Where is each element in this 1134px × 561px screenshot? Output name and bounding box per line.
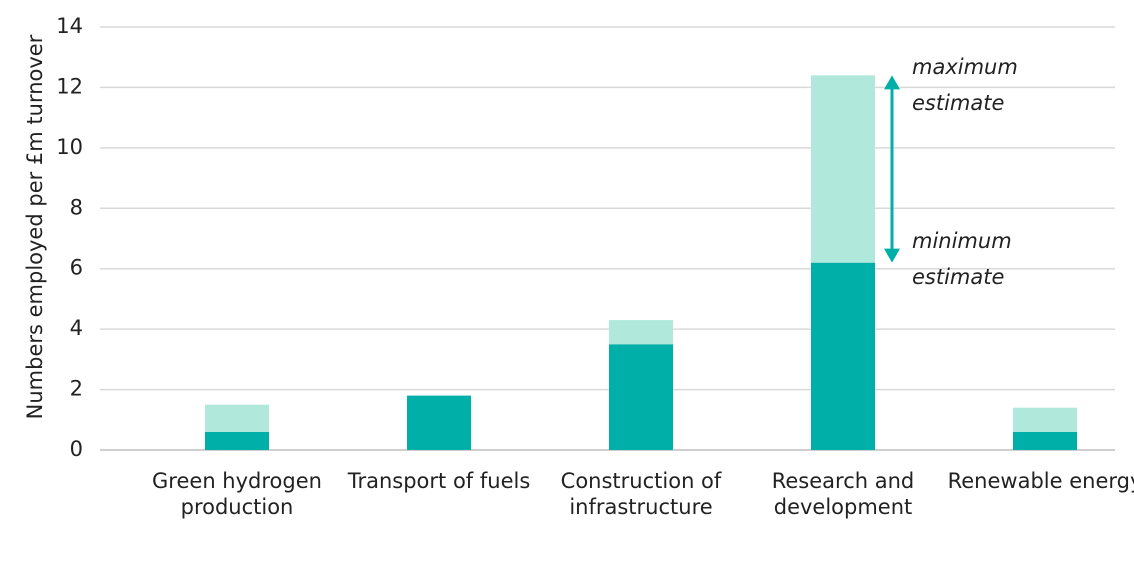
y-tick-label: 6 — [70, 256, 83, 280]
y-axis-label: Numbers employed per £m turnover — [23, 34, 47, 419]
x-tick-label: Research and development — [771, 469, 915, 519]
bar-segment — [407, 395, 471, 450]
bar-segment — [811, 75, 875, 263]
bar-segment — [1013, 431, 1077, 450]
y-tick-label: 8 — [70, 195, 83, 219]
y-tick-label: 12 — [56, 74, 83, 98]
y-tick-label: 2 — [70, 377, 83, 401]
x-tick-label: Renewable energy — [947, 469, 1134, 493]
y-tick-label: 10 — [56, 135, 83, 159]
bar-segment — [609, 320, 673, 345]
bar-segment — [1013, 407, 1077, 432]
x-tick-label: Green hydrogen production — [152, 469, 322, 519]
annotation: maximum estimate — [912, 55, 1018, 116]
arrow-head — [884, 248, 900, 263]
bar-segment — [609, 344, 673, 450]
bar-segment — [205, 404, 269, 432]
y-tick-label: 0 — [70, 437, 83, 461]
y-tick-label: 4 — [70, 316, 83, 340]
x-tick-label: Transport of fuels — [347, 469, 531, 493]
arrow-head — [884, 75, 900, 90]
bar-segment — [205, 431, 269, 450]
y-tick-label: 14 — [56, 14, 83, 38]
bar-segment — [811, 262, 875, 450]
annotation: minimum estimate — [912, 228, 1012, 289]
x-tick-label: Construction of infrastructure — [560, 469, 722, 519]
